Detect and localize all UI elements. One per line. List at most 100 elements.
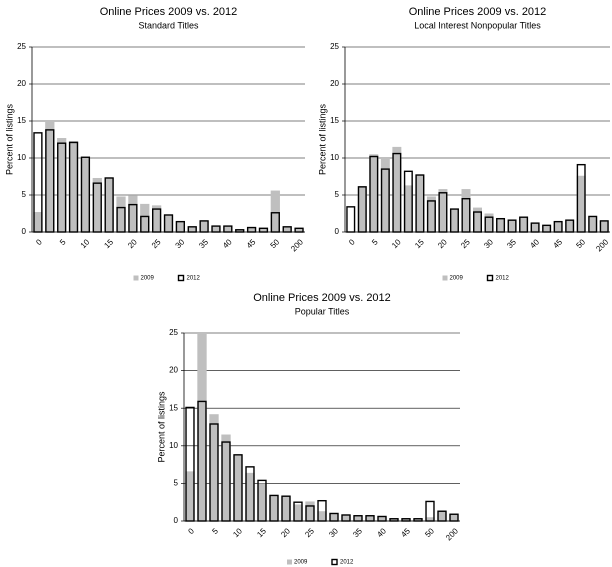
bar-2009: [389, 518, 399, 521]
bar-2009: [45, 121, 55, 232]
y-tick-label: 0: [335, 227, 340, 236]
chart-title: Online Prices 2009 vs. 2012: [409, 6, 547, 18]
bar-2009: [294, 228, 304, 232]
bar-2009: [235, 229, 245, 232]
bar-2009: [104, 177, 114, 232]
bar-2009: [209, 414, 219, 521]
x-tick-label: 15: [413, 237, 426, 250]
bar-2009: [258, 228, 269, 232]
legend-label: 2012: [187, 276, 201, 282]
bar-2009: [223, 226, 233, 232]
bar-2009: [353, 515, 363, 521]
bar-2009: [484, 213, 494, 232]
bar-2009: [365, 515, 375, 521]
bar-2009: [519, 217, 529, 232]
y-tick-label: 20: [169, 366, 178, 375]
chart-subtitle: Popular Titles: [295, 306, 350, 316]
legend-swatch: [486, 274, 494, 282]
bar-2009: [199, 220, 209, 232]
bar-2009: [269, 495, 279, 521]
bar-2009: [185, 471, 195, 521]
bar-2009: [317, 511, 327, 521]
legend-swatch: [331, 558, 338, 566]
x-tick-label: 50: [423, 526, 436, 539]
bar-2009: [233, 454, 243, 521]
bar-2009: [68, 140, 79, 232]
legend-label: 2012: [496, 276, 510, 282]
bar-2009: [80, 157, 91, 232]
chart-subtitle: Local Interest Nonpopular Titles: [414, 20, 541, 30]
bar-2009: [415, 175, 425, 232]
x-tick-label: 15: [102, 237, 115, 250]
x-tick-label: 10: [231, 526, 244, 539]
bar-2009: [33, 212, 43, 232]
chart-title: Online Prices 2009 vs. 2012: [100, 6, 238, 18]
x-tick-label: 20: [126, 237, 139, 250]
bar-2009: [128, 195, 138, 232]
y-tick-label: 5: [174, 479, 179, 488]
bar-2009: [496, 218, 506, 232]
y-tick-label: 25: [17, 42, 26, 51]
x-tick-label: 35: [505, 237, 518, 250]
x-tick-label: 40: [528, 237, 541, 250]
x-tick-label: 50: [269, 237, 282, 250]
chart-title: Online Prices 2009 vs. 2012: [253, 292, 391, 304]
bar-2009: [329, 513, 339, 521]
bar-2009: [392, 146, 402, 232]
y-tick-label: 15: [169, 403, 178, 412]
x-tick-label: 35: [197, 237, 210, 250]
bar-2009: [175, 221, 185, 232]
x-tick-label: 45: [551, 237, 564, 250]
bar-2009: [542, 225, 552, 232]
bar-2009: [507, 220, 517, 232]
bar-2009: [473, 207, 482, 232]
bar-2009: [438, 189, 448, 232]
x-tick-label: 30: [482, 237, 495, 250]
bar-2009: [599, 220, 609, 232]
bar-2009: [305, 501, 315, 521]
bar-2009: [576, 175, 586, 232]
bar-2009: [426, 196, 436, 232]
bar-2009: [413, 518, 423, 521]
x-tick-label: 35: [351, 526, 364, 539]
x-tick-label: 200: [444, 526, 460, 542]
legend-label: 2009: [450, 276, 464, 282]
y-tick-label: 15: [17, 116, 26, 125]
x-tick-label: 25: [303, 526, 316, 539]
bar-2009: [245, 472, 255, 521]
bar-2009: [163, 214, 174, 232]
bar-2009: [152, 205, 162, 232]
x-tick-label: 0: [186, 526, 196, 536]
y-tick-label: 5: [335, 190, 340, 199]
bar-2009: [282, 226, 292, 232]
x-tick-label: 200: [289, 237, 305, 253]
y-tick-label: 15: [330, 116, 339, 125]
bar-2009: [425, 517, 435, 521]
legend-swatch: [133, 275, 139, 281]
y-tick-label: 10: [17, 153, 26, 162]
x-tick-label: 5: [58, 237, 68, 247]
x-tick-label: 30: [174, 237, 187, 250]
bar-2009: [211, 226, 221, 232]
x-tick-label: 40: [221, 237, 234, 250]
bar-2009: [57, 138, 67, 232]
bar-2009: [530, 223, 540, 232]
bar-2009: [341, 514, 351, 521]
bar-2009: [140, 203, 150, 232]
bar-2009: [377, 516, 387, 521]
bar-2009: [187, 226, 197, 232]
x-tick-label: 10: [390, 237, 403, 250]
bar-2012: [346, 206, 356, 233]
bar-2009: [380, 158, 390, 232]
y-tick-label: 10: [330, 153, 339, 162]
legend-label: 2012: [340, 560, 354, 566]
y-tick-label: 10: [169, 441, 178, 450]
bar-2009: [197, 333, 207, 521]
legend-swatch: [287, 559, 292, 565]
bar-2009: [401, 518, 411, 521]
y-tick-label: 25: [169, 328, 178, 337]
x-tick-label: 45: [399, 526, 412, 539]
y-axis-label: Percent of listings: [156, 391, 166, 463]
y-tick-label: 5: [22, 190, 27, 199]
x-tick-label: 0: [347, 237, 357, 247]
